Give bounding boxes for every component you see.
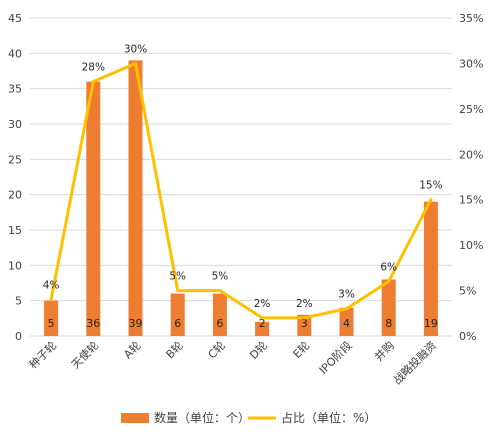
- bar: [339, 307, 354, 336]
- line-value-label: 6%: [380, 261, 397, 273]
- left-axis-tick-label: 15: [8, 224, 22, 237]
- line-value-labels: 4% 28% 30% 5% 5% 2% 2% 3% 6% 15%: [43, 43, 443, 309]
- line-point: [260, 316, 264, 320]
- bar: [297, 314, 312, 336]
- right-axis-tick-label: 20%: [459, 148, 483, 161]
- line-value-label: 5%: [212, 271, 229, 283]
- x-axis-tick-label: 并购: [371, 338, 396, 363]
- left-axis-tick-label: 35: [8, 83, 22, 96]
- bar-value-label: 36: [86, 317, 100, 330]
- line-value-label: 15%: [419, 180, 442, 192]
- line-value-label: 5%: [169, 271, 186, 283]
- left-axis-tick-label: 40: [8, 47, 22, 60]
- line-point: [387, 279, 391, 283]
- left-axis-tick-label: 25: [8, 153, 22, 166]
- line-point: [429, 198, 433, 202]
- bar-value-label: 3: [301, 317, 308, 330]
- line-value-label: 2%: [254, 298, 271, 310]
- line-value-label: 3%: [338, 289, 355, 301]
- left-axis-tick-label: 0: [15, 330, 22, 343]
- bar: [86, 81, 101, 336]
- legend-bar-label: 数量（单位：个）: [154, 410, 250, 425]
- bar-value-label: 6: [174, 317, 181, 330]
- x-axis-tick-label: 战略投融资: [390, 338, 439, 387]
- line-point: [302, 316, 306, 320]
- right-axis-ticks: 0% 5% 10% 15% 20% 25% 30% 35%: [459, 12, 483, 343]
- bar: [128, 60, 143, 337]
- bar: [381, 279, 396, 336]
- right-axis-tick-label: 0%: [459, 330, 476, 343]
- left-axis-tick-label: 10: [8, 259, 22, 272]
- x-axis-tick-label: B轮: [163, 338, 186, 361]
- right-axis-tick-label: 30%: [459, 57, 483, 70]
- legend: 数量（单位：个） 占比（单位：%）: [121, 410, 376, 425]
- x-axis-tick-label: E轮: [290, 338, 313, 361]
- right-axis-tick-label: 35%: [459, 12, 483, 25]
- line-series: [49, 61, 433, 320]
- bar-value-labels: 5 36 39 6 6 2 3 4 8 19: [48, 317, 438, 330]
- left-axis-ticks: 0 5 10 15 20 25 30 35 40 45: [8, 12, 22, 343]
- bar-value-label: 5: [48, 317, 55, 330]
- legend-bar-swatch: [121, 413, 149, 423]
- bar: [423, 201, 438, 336]
- right-axis-tick-label: 25%: [459, 103, 483, 116]
- bar-series: [44, 60, 438, 337]
- x-axis-tick-label: 种子轮: [26, 338, 59, 371]
- line-value-label: 30%: [124, 43, 147, 55]
- bar: [255, 321, 270, 336]
- x-axis-tick-label: D轮: [247, 338, 271, 362]
- bar: [170, 293, 185, 336]
- left-axis-tick-label: 30: [8, 118, 22, 131]
- bar-value-label: 4: [343, 317, 350, 330]
- x-axis-tick-label: A轮: [121, 338, 144, 361]
- bar-value-label: 8: [385, 317, 392, 330]
- left-axis-tick-label: 5: [15, 295, 22, 308]
- x-axis-tick-label: C轮: [205, 338, 228, 361]
- line-point: [134, 61, 137, 65]
- right-axis-tick-label: 5%: [459, 285, 476, 298]
- x-axis-tick-label: 天使轮: [68, 338, 101, 371]
- bar-value-label: 6: [216, 317, 223, 330]
- gridlines: [30, 17, 452, 337]
- right-axis-tick-label: 10%: [459, 239, 483, 252]
- bar: [44, 300, 59, 336]
- line-value-label: 28%: [82, 62, 105, 74]
- right-axis-tick-label: 15%: [459, 194, 483, 207]
- bar-value-label: 39: [129, 317, 143, 330]
- line-value-label: 4%: [43, 280, 60, 292]
- line-point: [49, 298, 53, 302]
- line-point: [218, 289, 222, 293]
- line-point: [345, 307, 348, 311]
- legend-line-label: 占比（单位：%）: [281, 410, 376, 425]
- line-value-label: 2%: [296, 298, 313, 310]
- bar-value-label: 2: [259, 317, 266, 330]
- line-path: [49, 61, 433, 320]
- left-axis-tick-label: 20: [8, 189, 22, 202]
- line-point: [91, 80, 95, 84]
- left-axis-tick-label: 45: [8, 12, 22, 25]
- bar-value-label: 19: [424, 317, 438, 330]
- bar: [212, 293, 227, 336]
- x-axis-tick-label: IPO阶段: [316, 338, 355, 377]
- line-point: [176, 289, 180, 293]
